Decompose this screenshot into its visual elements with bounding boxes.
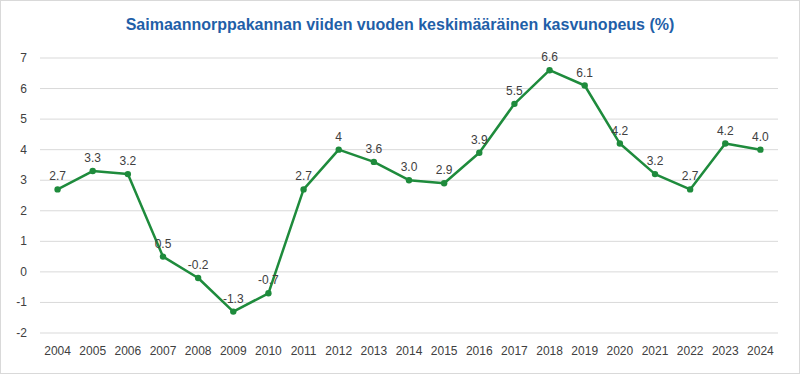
x-tick-label: 2004 xyxy=(44,344,71,358)
data-label: 3.0 xyxy=(401,160,418,174)
data-label: 2.9 xyxy=(436,163,453,177)
series xyxy=(54,67,763,315)
point xyxy=(582,82,588,88)
x-tick-label: 2024 xyxy=(747,344,774,358)
point xyxy=(336,146,342,152)
point xyxy=(160,253,166,259)
x-tick-label: 2013 xyxy=(361,344,388,358)
x-tick-label: 2012 xyxy=(325,344,352,358)
data-label: -1.3 xyxy=(223,292,244,306)
point xyxy=(230,308,236,314)
data-label: 3.3 xyxy=(84,151,101,165)
x-tick-label: 2009 xyxy=(220,344,247,358)
x-tick-label: 2011 xyxy=(291,344,317,358)
x-tick-label: 2014 xyxy=(396,344,423,358)
point xyxy=(617,140,623,146)
grid-line xyxy=(40,210,778,211)
data-label: 2.7 xyxy=(49,169,66,183)
grid-line xyxy=(40,302,778,303)
x-tick-label: 2018 xyxy=(536,344,563,358)
chart-frame xyxy=(1,1,800,374)
x-tick-label: 2020 xyxy=(607,344,634,358)
y-tick-label: 4 xyxy=(20,143,27,157)
point xyxy=(125,171,131,177)
x-tick-label: 2019 xyxy=(571,344,598,358)
point xyxy=(546,67,552,73)
grid-line xyxy=(40,58,778,59)
y-tick-label: 0 xyxy=(20,265,27,279)
chart: Saimaannorppakannan viiden vuoden keskim… xyxy=(0,0,800,374)
data-label: 3.6 xyxy=(366,142,383,156)
y-tick-label: 1 xyxy=(20,234,27,248)
data-label: 4.2 xyxy=(717,124,734,138)
data-label: 2.7 xyxy=(295,169,312,183)
y-tick-label: 3 xyxy=(20,173,27,187)
grid-line xyxy=(40,149,778,150)
x-tick-label: 2023 xyxy=(712,344,739,358)
point xyxy=(406,177,412,183)
data-label: 0.5 xyxy=(155,237,172,251)
y-tick-label: 5 xyxy=(20,112,27,126)
data-label: 3.2 xyxy=(120,154,137,168)
point xyxy=(54,186,60,192)
x-tick-label: 2016 xyxy=(466,344,493,358)
x-tick-label: 2010 xyxy=(255,344,282,358)
point xyxy=(757,146,763,152)
data-label: 6.6 xyxy=(541,50,558,64)
grid-line xyxy=(40,333,778,334)
point xyxy=(476,150,482,156)
x-tick-label: 2021 xyxy=(642,344,669,358)
grid-line xyxy=(40,119,778,120)
grid-line xyxy=(40,241,778,242)
y-tick-label: 6 xyxy=(20,82,27,96)
x-tick-label: 2008 xyxy=(185,344,212,358)
grid xyxy=(40,58,778,333)
line xyxy=(58,70,761,311)
y-tick-label: 2 xyxy=(20,204,27,218)
point xyxy=(265,290,271,296)
chart-container: Saimaannorppakannan viiden vuoden keskim… xyxy=(0,0,800,374)
title: Saimaannorppakannan viiden vuoden keskim… xyxy=(126,16,675,33)
point xyxy=(652,171,658,177)
point xyxy=(300,186,306,192)
y-tick-label: 7 xyxy=(20,51,27,65)
data-label: 6.1 xyxy=(576,66,593,80)
x-tick-label: 2022 xyxy=(677,344,704,358)
data-label: 4 xyxy=(335,130,342,144)
data-label: 5.5 xyxy=(506,84,523,98)
point xyxy=(195,275,201,281)
data-label: -0.2 xyxy=(188,258,209,272)
grid-line xyxy=(40,88,778,89)
x-tick-label: 2006 xyxy=(115,344,142,358)
data-label: 3.2 xyxy=(647,154,664,168)
data-label: 4.2 xyxy=(612,124,629,138)
data-label: 4.0 xyxy=(752,130,769,144)
point xyxy=(511,101,517,107)
x-tick-label: 2005 xyxy=(79,344,106,358)
y-tick-label: -1 xyxy=(16,295,27,309)
x-tick-label: 2015 xyxy=(431,344,458,358)
point xyxy=(722,140,728,146)
x-tick-label: 2007 xyxy=(150,344,177,358)
y-tick-label: -2 xyxy=(16,326,27,340)
point xyxy=(90,168,96,174)
data-label: 3.9 xyxy=(471,133,488,147)
data-label: -0.7 xyxy=(258,273,279,287)
point xyxy=(687,186,693,192)
grid-line xyxy=(40,271,778,272)
point xyxy=(371,159,377,165)
point xyxy=(441,180,447,186)
x-tick-label: 2017 xyxy=(501,344,528,358)
data-label: 2.7 xyxy=(682,169,699,183)
